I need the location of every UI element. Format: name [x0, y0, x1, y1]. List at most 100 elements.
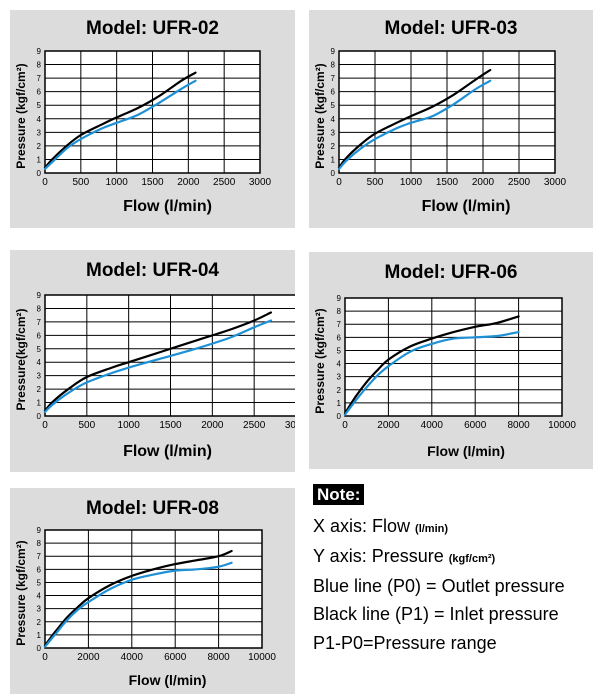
- y-tick-label: 1: [37, 631, 42, 640]
- x-tick-label: 3000: [285, 420, 295, 431]
- y-tick-label: 5: [37, 578, 42, 587]
- chart-title: Model: UFR-08: [86, 498, 219, 519]
- series-line-black: [43, 71, 197, 169]
- y-tick-label: 2: [37, 618, 42, 627]
- plot-frame: [344, 297, 563, 417]
- plot-area: [45, 530, 262, 648]
- y-tick-label: 1: [337, 399, 342, 408]
- y-tick-label: 5: [37, 101, 42, 110]
- y-tick-label: 3: [37, 372, 42, 381]
- series-line-blue: [43, 561, 233, 648]
- x-tick-label: 0: [42, 652, 48, 663]
- note-y-axis-label: Y axis: Pressure: [313, 546, 449, 566]
- note-blue-line: Blue line (P0) = Outlet pressure: [313, 576, 565, 596]
- series-line-blue: [343, 331, 520, 416]
- series-line-black: [43, 311, 272, 412]
- note-x-axis: X axis: Flow (l/min): [313, 516, 448, 537]
- series-line-black: [337, 68, 492, 169]
- chart-panel-ufr-08: Model: UFR-08 0 2000 4000 6000 8000 10000 0 1 2 3…: [10, 488, 295, 694]
- y-tick-label: 8: [37, 539, 42, 548]
- y-tick-label: 6: [337, 333, 342, 342]
- y-tick-label: 6: [37, 565, 42, 574]
- plot-frame: [44, 294, 295, 417]
- x-tick-label: 8000: [507, 420, 530, 431]
- y-tick-label: 0: [331, 169, 336, 178]
- y-tick-label: 9: [37, 47, 42, 56]
- x-tick-label: 2000: [377, 420, 400, 431]
- y-tick-label: 9: [37, 526, 42, 535]
- chart-title: Model: UFR-02: [86, 18, 219, 39]
- x-tick-label: 3000: [249, 177, 272, 188]
- x-tick-label: 4000: [421, 420, 444, 431]
- chart-ylabel: Pressure (kgf/cm²): [14, 63, 28, 168]
- y-tick-label: 8: [37, 61, 42, 70]
- chart-xlabel: Flow (l/min): [421, 198, 511, 215]
- x-tick-label: 2500: [508, 177, 531, 188]
- note-x-axis-unit: (l/min): [415, 523, 449, 535]
- y-tick-label: 7: [37, 74, 42, 83]
- note-range: P1-P0=Pressure range: [313, 633, 497, 653]
- y-tick-label: 4: [337, 360, 342, 369]
- y-tick-label: 0: [37, 169, 42, 178]
- x-tick-label: 4000: [121, 652, 144, 663]
- chart-ylabel: Pressure (kgf/cm²): [313, 63, 327, 168]
- y-tick-label: 4: [331, 115, 336, 124]
- x-tick-label: 1500: [436, 177, 459, 188]
- plot-area: [345, 298, 562, 416]
- note-badge: Note:: [313, 484, 365, 505]
- y-tick-label: 8: [337, 307, 342, 316]
- x-tick-label: 1000: [118, 420, 141, 431]
- series-line-blue: [43, 79, 197, 170]
- x-tick-label: 1500: [141, 177, 164, 188]
- y-tick-label: 2: [331, 142, 336, 151]
- x-tick-label: 8000: [207, 652, 230, 663]
- y-tick-label: 8: [37, 304, 42, 313]
- x-tick-label: 500: [78, 420, 95, 431]
- chart-xlabel: Flow (l/min): [123, 443, 212, 460]
- x-tick-label: 2000: [177, 177, 200, 188]
- y-tick-label: 1: [37, 399, 42, 408]
- chart-panel-ufr-04: Model: UFR-04 0 500 1000 1500 2000 2500 3000 0 1…: [10, 250, 295, 472]
- y-tick-label: 4: [37, 592, 42, 601]
- chart-ufr-08: 0 2000 4000 6000 8000 10000 0 1 2 3 4 5 6 7 8 9 Pressure…: [14, 526, 276, 663]
- y-tick-label: 3: [37, 605, 42, 614]
- y-tick-label: 4: [37, 358, 42, 367]
- x-tick-label: 1000: [106, 177, 129, 188]
- y-tick-label: 0: [37, 644, 42, 653]
- x-tick-label: 0: [42, 177, 48, 188]
- y-tick-label: 9: [337, 294, 342, 303]
- x-tick-label: 2500: [243, 420, 266, 431]
- chart-ylabel: Pressure (kgf/cm²): [14, 540, 28, 645]
- chart-xlabel: Flow (l/min): [427, 443, 505, 459]
- chart-ylabel: Pressure (kgf/cm²): [313, 308, 327, 413]
- y-tick-label: 4: [37, 115, 42, 124]
- x-tick-label: 1000: [400, 177, 423, 188]
- x-tick-label: 10000: [248, 652, 276, 663]
- chart-title: Model: UFR-03: [384, 18, 518, 39]
- note-black-line: Black line (P1) = Inlet pressure: [313, 604, 559, 624]
- y-tick-label: 2: [37, 385, 42, 394]
- chart-xlabel: Flow (l/min): [128, 672, 207, 688]
- y-tick-label: 6: [37, 88, 42, 97]
- x-tick-label: 1500: [159, 420, 182, 431]
- y-tick-label: 6: [331, 88, 336, 97]
- chart-title: Model: UFR-04: [86, 260, 219, 281]
- plot-frame: [338, 50, 556, 174]
- series-line-black: [343, 315, 520, 415]
- y-tick-label: 9: [37, 291, 42, 300]
- y-tick-label: 7: [331, 74, 336, 83]
- note-y-axis: Y axis: Pressure (kgf/cm²): [313, 546, 495, 567]
- y-tick-label: 7: [37, 552, 42, 561]
- y-tick-label: 3: [331, 128, 336, 137]
- y-tick-label: 9: [331, 47, 336, 56]
- y-tick-label: 2: [337, 386, 342, 395]
- x-tick-label: 2000: [472, 177, 495, 188]
- x-tick-label: 10000: [548, 420, 576, 431]
- y-tick-label: 5: [331, 101, 336, 110]
- y-tick-label: 3: [337, 373, 342, 382]
- x-tick-label: 2000: [77, 652, 100, 663]
- y-tick-label: 5: [337, 346, 342, 355]
- y-tick-label: 7: [337, 320, 342, 329]
- x-tick-label: 2500: [213, 177, 236, 188]
- x-tick-label: 2000: [201, 420, 224, 431]
